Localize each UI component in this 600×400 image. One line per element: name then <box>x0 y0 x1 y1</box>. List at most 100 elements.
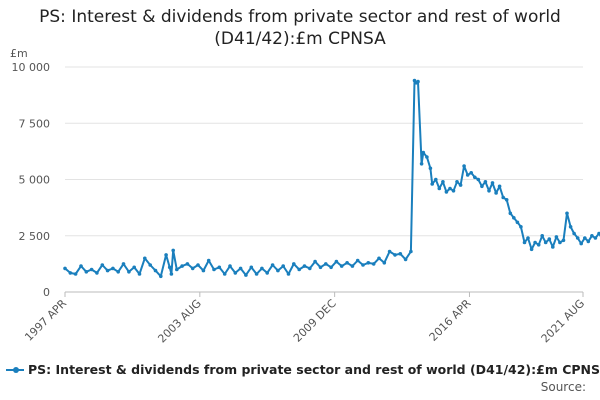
data-point[interactable] <box>153 268 158 273</box>
data-point[interactable] <box>533 240 537 245</box>
data-point[interactable] <box>143 256 147 261</box>
data-point[interactable] <box>515 220 520 225</box>
data-point[interactable] <box>522 240 527 245</box>
data-point[interactable] <box>292 262 296 266</box>
data-point[interactable] <box>469 171 474 175</box>
data-point[interactable] <box>465 173 470 177</box>
data-point[interactable] <box>473 175 477 180</box>
data-point[interactable] <box>455 180 459 184</box>
data-point[interactable] <box>270 263 275 267</box>
data-point[interactable] <box>543 240 548 245</box>
data-point[interactable] <box>313 259 317 264</box>
data-point[interactable] <box>361 263 365 267</box>
data-point[interactable] <box>121 262 126 266</box>
data-point[interactable] <box>190 266 195 271</box>
data-point[interactable] <box>185 262 190 266</box>
data-point[interactable] <box>540 234 544 238</box>
data-point[interactable] <box>238 266 243 271</box>
data-point[interactable] <box>228 264 232 268</box>
data-point[interactable] <box>111 266 115 271</box>
data-point[interactable] <box>490 181 495 185</box>
data-point[interactable] <box>568 225 573 229</box>
data-point[interactable] <box>579 241 583 246</box>
data-point[interactable] <box>329 265 333 270</box>
data-point[interactable] <box>366 261 371 265</box>
data-point[interactable] <box>233 271 238 275</box>
data-point[interactable] <box>180 264 184 268</box>
data-point[interactable] <box>444 190 449 194</box>
data-point[interactable] <box>100 263 105 267</box>
data-point[interactable] <box>572 231 576 236</box>
data-point[interactable] <box>586 239 591 244</box>
data-point[interactable] <box>497 184 502 189</box>
data-point[interactable] <box>249 265 254 270</box>
data-point[interactable] <box>494 191 498 195</box>
data-point[interactable] <box>169 272 174 276</box>
data-point[interactable] <box>483 180 488 184</box>
data-point[interactable] <box>265 271 270 275</box>
data-point[interactable] <box>201 268 206 273</box>
data-point[interactable] <box>597 231 600 236</box>
data-point[interactable] <box>171 248 175 253</box>
data-point[interactable] <box>281 264 286 268</box>
data-point[interactable] <box>558 240 562 245</box>
data-point[interactable] <box>308 266 312 271</box>
data-point[interactable] <box>260 266 264 271</box>
data-point[interactable] <box>276 268 280 273</box>
data-point[interactable] <box>206 258 211 263</box>
data-point[interactable] <box>428 166 433 171</box>
data-point[interactable] <box>561 238 566 243</box>
data-point[interactable] <box>551 245 555 249</box>
data-point[interactable] <box>116 270 120 274</box>
data-point[interactable] <box>393 253 397 257</box>
data-point[interactable] <box>105 268 110 273</box>
data-point[interactable] <box>536 243 541 247</box>
data-point[interactable] <box>254 272 259 276</box>
data-point[interactable] <box>575 236 580 240</box>
data-point[interactable] <box>377 256 381 261</box>
data-point[interactable] <box>403 257 408 262</box>
data-point[interactable] <box>164 253 168 257</box>
data-point[interactable] <box>430 182 435 186</box>
data-point[interactable] <box>371 262 376 266</box>
data-point[interactable] <box>324 262 328 266</box>
data-point[interactable] <box>132 265 136 270</box>
data-point[interactable] <box>504 198 509 202</box>
data-point[interactable] <box>476 177 481 182</box>
data-point[interactable] <box>222 272 227 276</box>
data-point[interactable] <box>421 150 426 155</box>
data-point[interactable] <box>127 270 131 274</box>
data-point[interactable] <box>339 264 344 268</box>
data-point[interactable] <box>462 164 466 168</box>
data-point[interactable] <box>565 211 569 216</box>
data-point[interactable] <box>419 162 424 166</box>
data-point[interactable] <box>441 180 445 184</box>
data-point[interactable] <box>297 267 302 272</box>
data-point[interactable] <box>425 155 429 159</box>
data-point[interactable] <box>175 267 179 272</box>
data-point[interactable] <box>148 263 152 267</box>
data-point[interactable] <box>68 271 73 275</box>
data-point[interactable] <box>63 266 67 271</box>
data-point[interactable] <box>590 234 594 238</box>
data-point[interactable] <box>529 247 534 252</box>
data-point[interactable] <box>382 261 387 265</box>
data-point[interactable] <box>345 261 349 265</box>
data-point[interactable] <box>84 270 89 274</box>
data-point[interactable] <box>286 272 291 276</box>
data-point[interactable] <box>73 272 78 276</box>
data-point[interactable] <box>398 252 403 256</box>
data-point[interactable] <box>217 265 222 270</box>
data-point[interactable] <box>244 273 248 277</box>
data-point[interactable] <box>137 272 142 276</box>
data-point[interactable] <box>480 184 484 189</box>
data-point[interactable] <box>196 263 200 267</box>
data-point[interactable] <box>95 271 99 275</box>
data-point[interactable] <box>416 79 420 84</box>
data-point[interactable] <box>334 259 339 264</box>
data-point[interactable] <box>409 249 413 254</box>
data-point[interactable] <box>519 225 523 229</box>
data-point[interactable] <box>526 236 530 240</box>
data-point[interactable] <box>554 235 559 239</box>
data-point[interactable] <box>167 265 172 270</box>
